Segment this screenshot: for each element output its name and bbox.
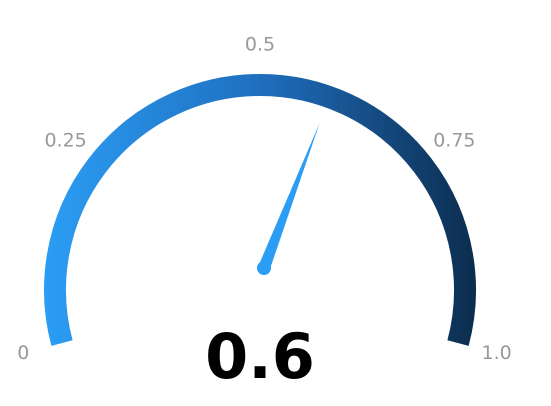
needle	[257, 123, 320, 275]
gauge-arc	[44, 74, 476, 346]
tick-label: 0.25	[44, 129, 86, 151]
tick-label: 1.0	[482, 342, 512, 364]
tick-labels: 0 0.25 0.5 0.75 1.0	[17, 34, 511, 364]
needle-body	[258, 123, 320, 271]
tick-label: 0.5	[245, 34, 275, 56]
tick-label: 0.75	[433, 129, 475, 151]
gauge-value-label: 0.6	[205, 320, 315, 393]
tick-label: 0	[17, 342, 29, 364]
needle-hub	[257, 261, 271, 275]
